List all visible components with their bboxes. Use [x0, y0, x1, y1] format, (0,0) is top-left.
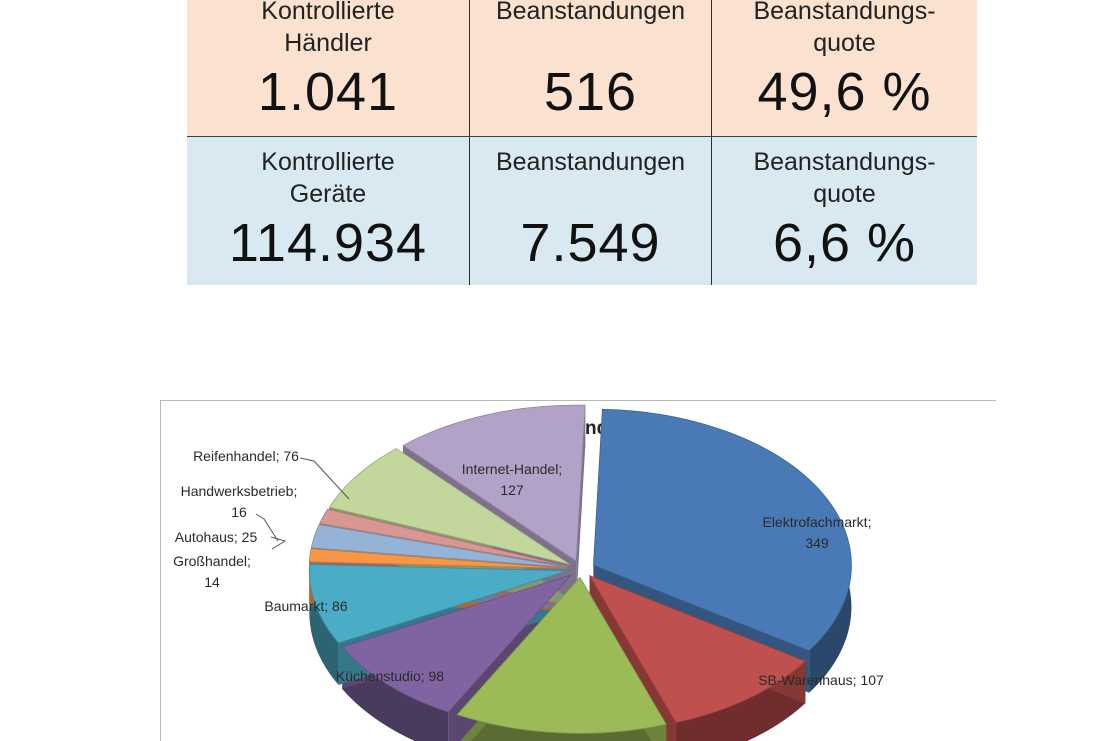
- slice-label: Handwerksbetrieb; 16: [181, 483, 298, 520]
- slice-label: Baumarkt; 86: [264, 598, 347, 614]
- pie-slice-wall: [589, 575, 676, 741]
- stats-value: 49,6 %: [757, 62, 932, 122]
- slice-label: Reifenhandel; 76: [193, 448, 299, 464]
- stats-value: 7.549: [520, 213, 661, 273]
- stats-cell-complaints: Beanstandungen 7.549: [469, 137, 711, 285]
- pie-slice: [308, 548, 568, 569]
- stats-label: Kontrollierte Geräte: [261, 148, 395, 208]
- label-leader-line: [270, 536, 287, 550]
- stats-value: 1.041: [257, 62, 399, 122]
- stats-value: 516: [543, 62, 638, 122]
- stats-row-dealers: Kontrollierte Händler 1.041 Beanstandung…: [187, 0, 977, 136]
- pie-slice: [402, 404, 586, 562]
- pie-labels: Elektrofachmarkt; 349 SB-Warenhaus; 107 Küc…: [173, 448, 884, 688]
- pie-slice: [328, 448, 570, 565]
- stats-value: 114.934: [228, 213, 428, 273]
- label-leader-line: [299, 457, 350, 500]
- stats-label: Beanstandungen: [495, 148, 686, 176]
- stats-label: Kontrollierte Händler: [261, 0, 395, 57]
- pie-slice: [588, 574, 807, 724]
- stats-label: Beanstandungs- quote: [753, 148, 936, 208]
- pie-slice-rim: [675, 661, 806, 741]
- pie-chart: Auswahl Händler - DEElektrofachmarkt;349…: [173, 404, 884, 741]
- stats-cell-complaints: Beanstandungen 516: [469, 0, 711, 136]
- slice-label: Küchenstudio; 98: [336, 668, 444, 684]
- pie-slice: [593, 408, 852, 652]
- stats-cell-complaint-rate: Beanstandungs- quote 6,6 %: [711, 137, 977, 285]
- stats-label: Beanstandungen: [495, 0, 686, 25]
- slice-label: Internet-Handel; 127: [462, 461, 562, 498]
- pie-slice-tops: [308, 404, 852, 734]
- stats-cell-checked-devices: Kontrollierte Geräte 114.934: [187, 137, 469, 285]
- pie-slice: [341, 574, 573, 713]
- statistics-table: Kontrollierte Händler 1.041 Beanstandung…: [187, 0, 977, 285]
- pie-slice-wall: [576, 405, 586, 604]
- pie-slice-rim: [309, 564, 339, 685]
- stats-row-devices: Kontrollierte Geräte 114.934 Beanstandun…: [187, 136, 977, 285]
- stats-cell-complaint-rate: Beanstandungs- quote 49,6 %: [711, 0, 977, 136]
- slice-label: SB-Warenhaus; 107: [758, 672, 884, 688]
- stats-label: Beanstandungs- quote: [753, 0, 936, 57]
- slice-label: Autohaus; 25: [175, 529, 258, 545]
- label-leader-line: [255, 513, 279, 542]
- pie-slice-rim: [342, 647, 449, 741]
- pie-slice: [308, 564, 568, 644]
- pie-chart-panel: Auswahl Händler - DEElektrofachmarkt;349…: [160, 400, 996, 741]
- stats-cell-checked-dealers: Kontrollierte Händler 1.041: [187, 0, 469, 136]
- pie-slice: [310, 524, 568, 568]
- stats-value: 6,6 %: [772, 213, 917, 273]
- slice-label: Großhandel; 14: [173, 553, 251, 590]
- pie-slice: [319, 508, 568, 567]
- slice-label: Elektrofachmarkt; 349: [763, 514, 872, 551]
